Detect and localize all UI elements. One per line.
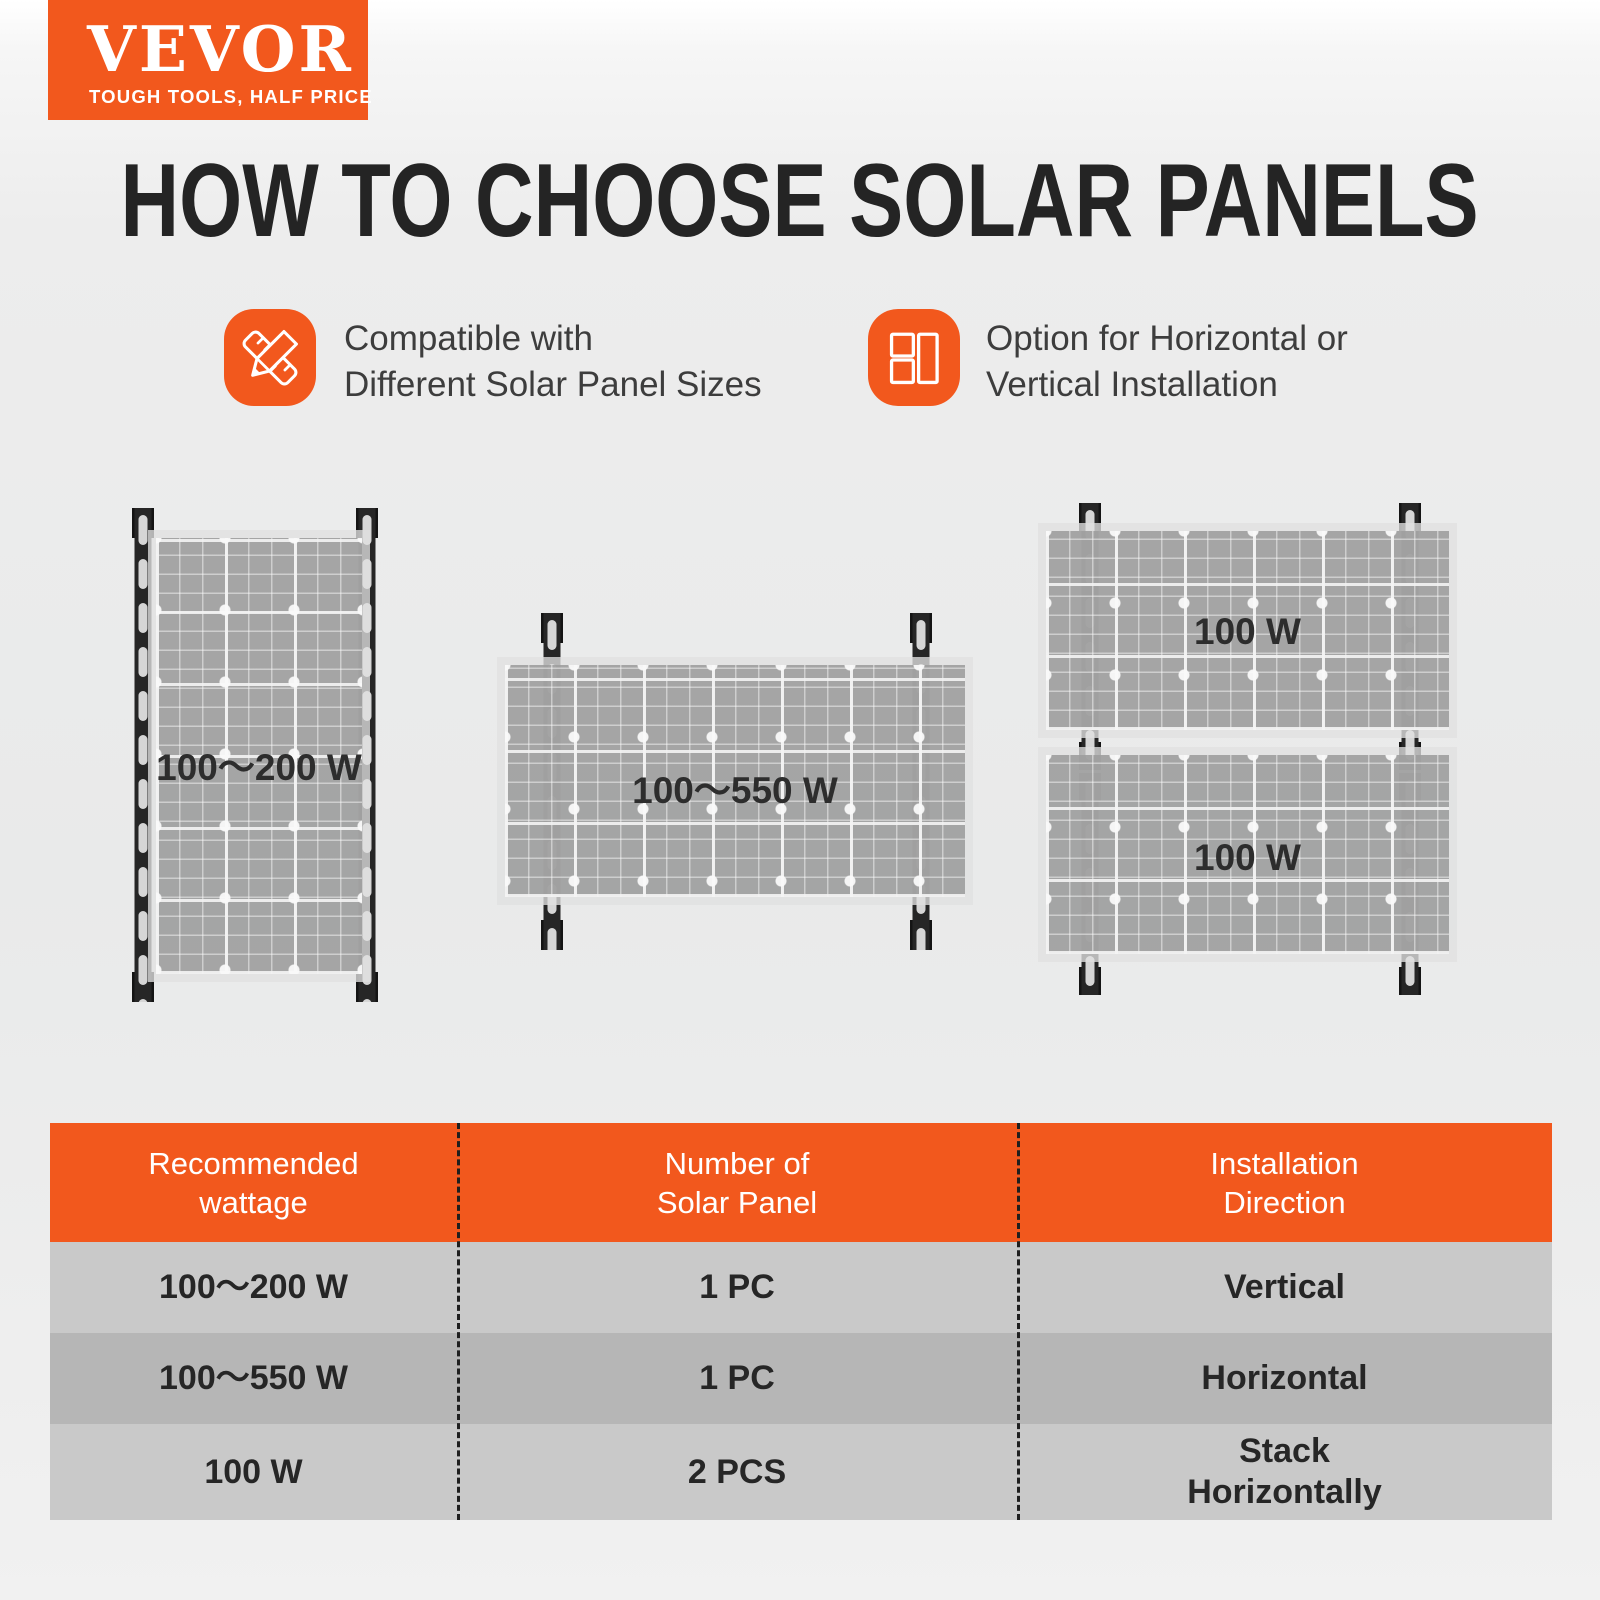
solar-cells: [1046, 531, 1449, 730]
cell-wattage: 100 W: [204, 1452, 303, 1491]
table-column-divider: [457, 1123, 460, 1520]
table-column-divider: [1017, 1123, 1020, 1520]
table-header-direction: Installation Direction: [1210, 1145, 1359, 1220]
solar-cells: [156, 538, 362, 974]
cell-wattage: 100～200 W: [159, 1268, 348, 1306]
table-header-wattage: Recommended wattage: [148, 1145, 359, 1220]
cell-direction: Horizontal: [1201, 1359, 1368, 1397]
feature-text-sizes: Compatible with Different Solar Panel Si…: [344, 319, 762, 404]
ruler-pencil-icon: [242, 329, 298, 385]
cell-count: 1 PC: [699, 1268, 775, 1306]
feature-text-orientation: Option for Horizontal or Vertical Instal…: [986, 319, 1348, 404]
page-title: HOW TO CHOOSE SOLAR PANELS: [120, 142, 1480, 259]
table-row: 100 W 2 PCS Stack Horizontally: [50, 1424, 1552, 1520]
table-header-count: Number of Solar Panel: [656, 1145, 818, 1220]
layout-grid-icon: [889, 332, 939, 384]
feature-badge-sizes: [224, 309, 316, 406]
panel-wattage-label: 100～550 W: [632, 770, 838, 811]
brand-name: VEVOR: [87, 12, 354, 86]
table-row: 100～550 W 1 PC Horizontal: [50, 1333, 1552, 1424]
cell-count: 2 PCS: [687, 1452, 787, 1491]
cell-direction: Stack Horizontally: [1187, 1432, 1382, 1511]
solar-cells: [505, 665, 965, 897]
solar-panel-horizontal: 100～550 W: [497, 657, 973, 905]
panel-wattage-label: 100～200 W: [156, 747, 362, 788]
panel-wattage-label: 100 W: [1194, 611, 1301, 652]
mounting-rail: [132, 508, 154, 1002]
cell-wattage: 100～550 W: [159, 1359, 348, 1397]
table-row: 100～200 W 1 PC Vertical: [50, 1242, 1552, 1333]
cell-direction: Vertical: [1224, 1268, 1345, 1306]
solar-cells: [1046, 755, 1449, 954]
solar-panel-stacked-bottom: 100 W: [1038, 747, 1457, 962]
table-header-row: Recommended wattage Number of Solar Pane…: [50, 1123, 1552, 1242]
solar-panel-stacked-top: 100 W: [1038, 523, 1457, 738]
panel-wattage-label: 100 W: [1194, 837, 1301, 878]
cell-count: 1 PC: [699, 1359, 775, 1397]
feature-badge-orientation: [868, 309, 960, 406]
brand-tagline: TOUGH TOOLS, HALF PRICE: [89, 86, 373, 107]
solar-panel-vertical: 100～200 W: [148, 530, 370, 982]
vevor-logo: VEVOR TOUGH TOOLS, HALF PRICE: [48, 0, 372, 120]
